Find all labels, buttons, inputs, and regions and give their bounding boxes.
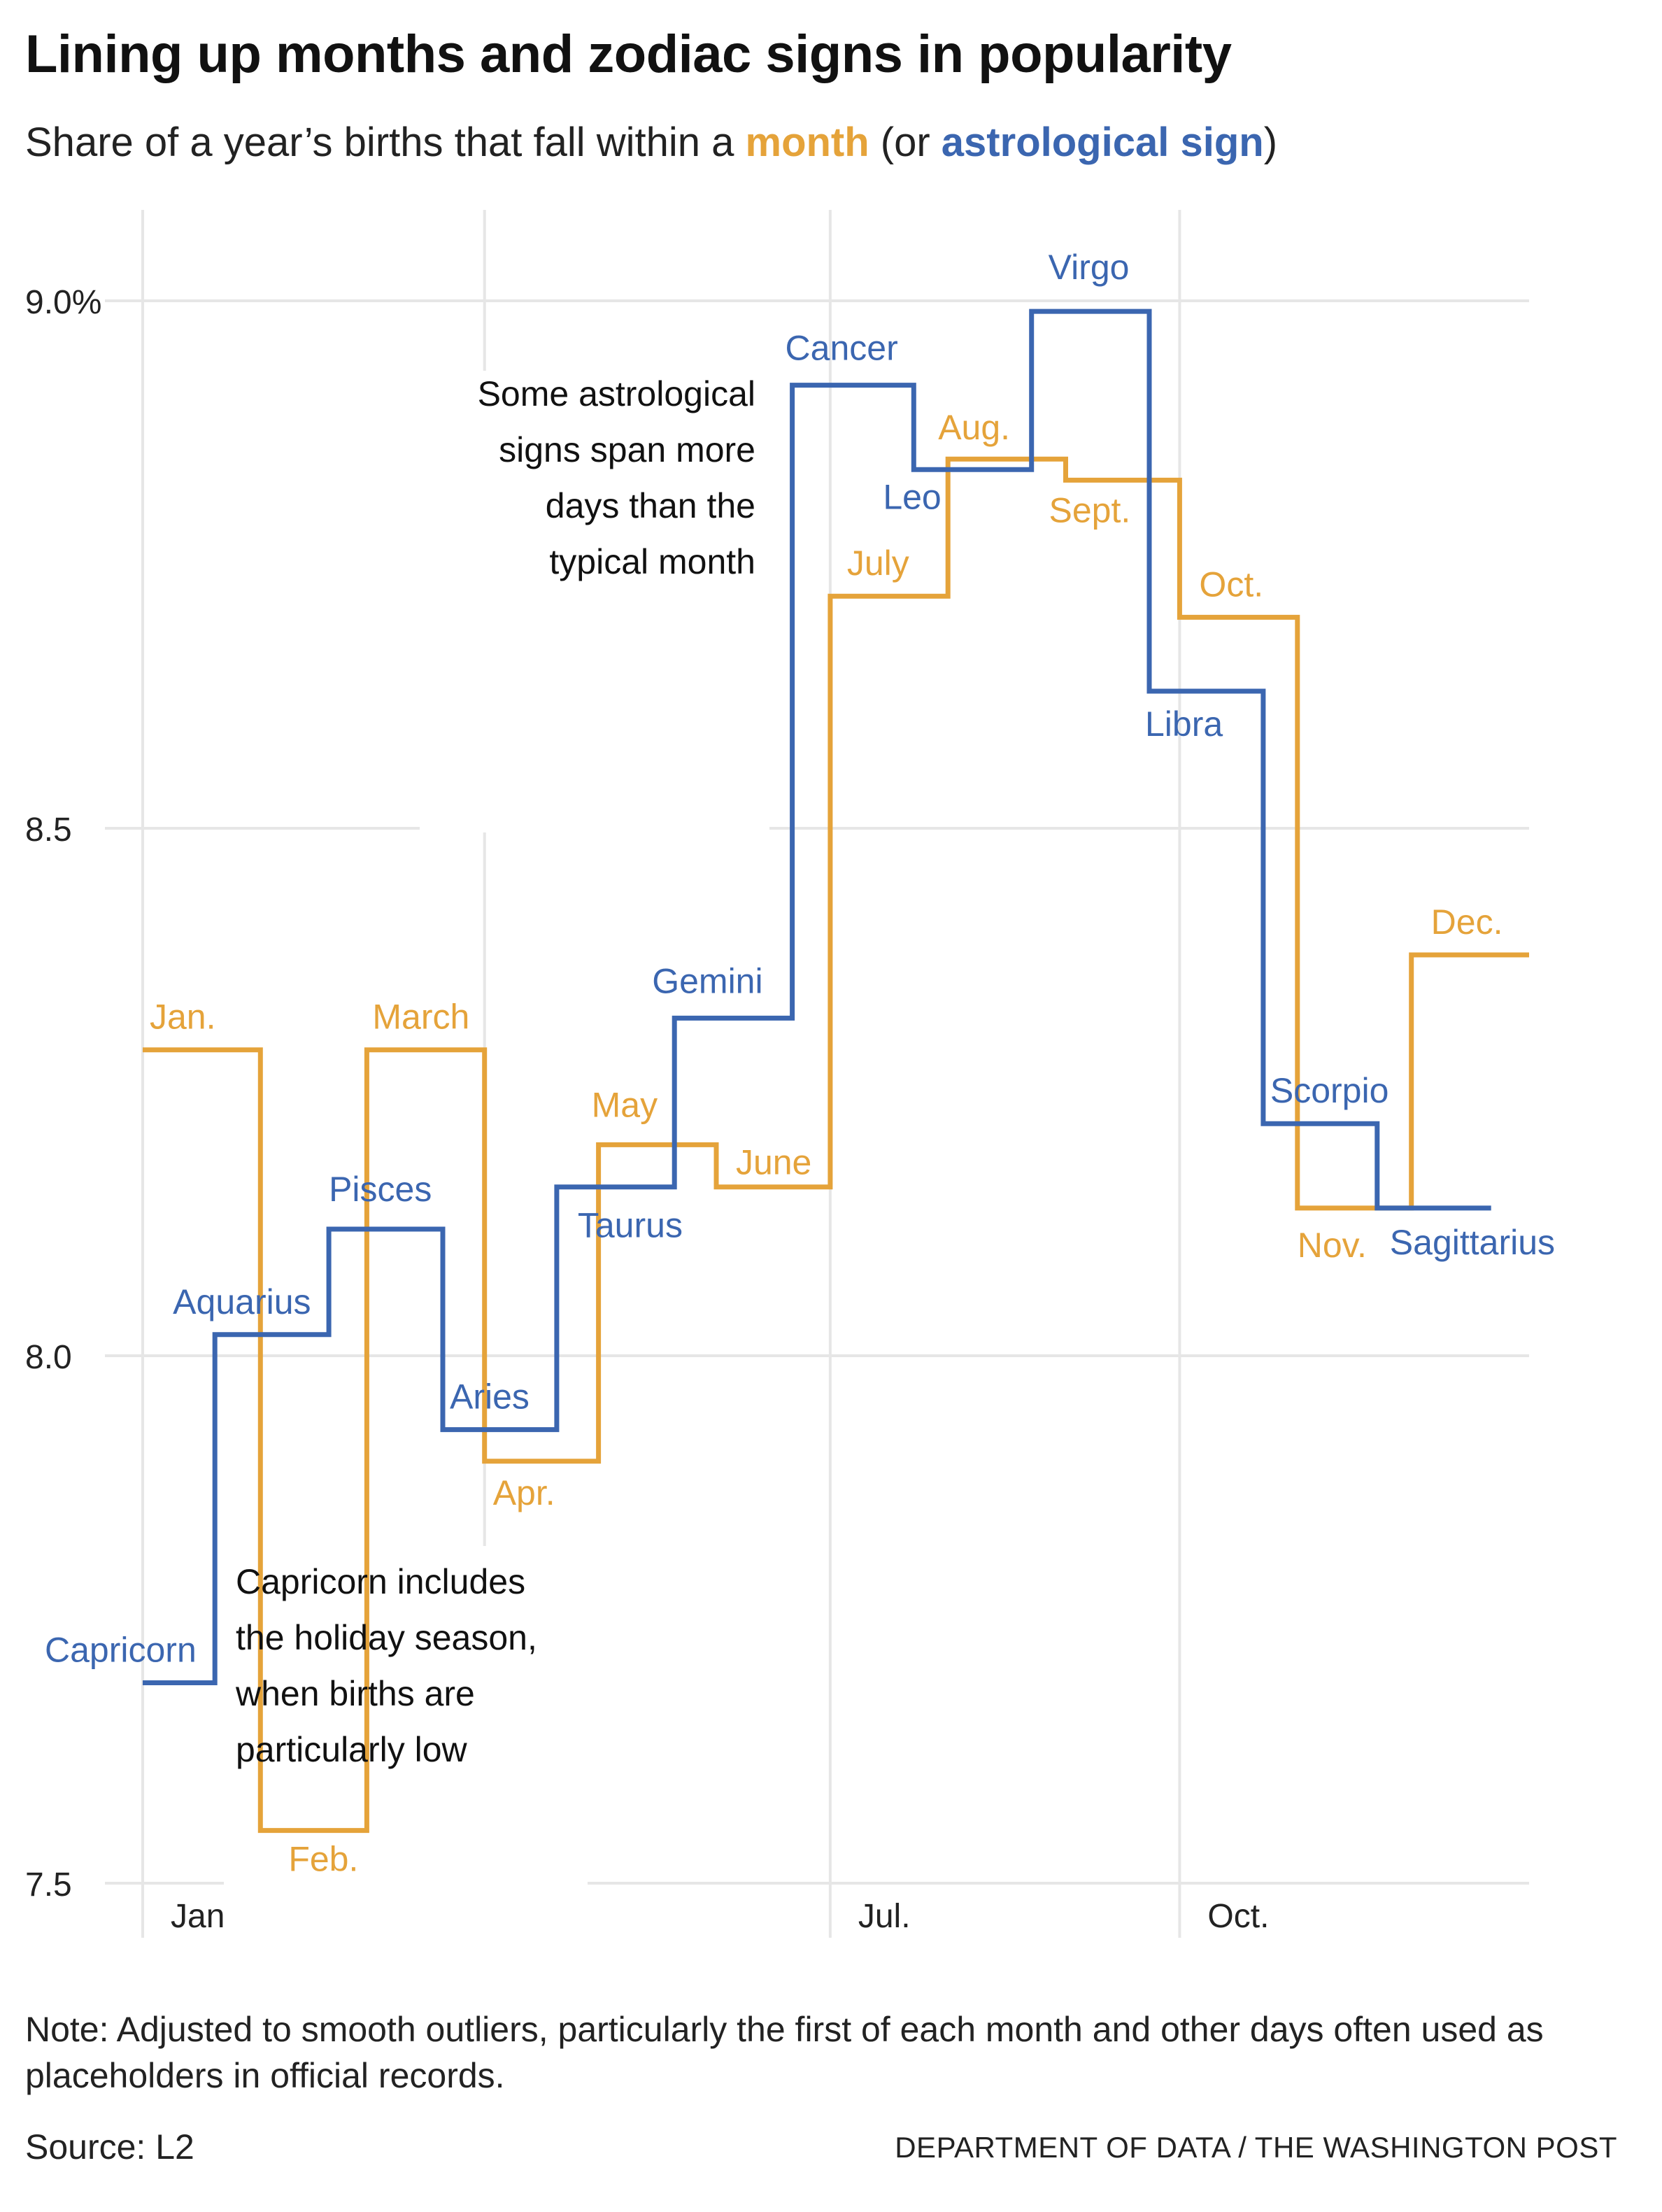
sign-label: Cancer: [786, 329, 898, 368]
sign-label: Sagittarius: [1390, 1223, 1555, 1262]
annotation-line: Some astrological: [478, 374, 755, 413]
month-label: Jan.: [150, 998, 216, 1037]
sign-label: Pisces: [329, 1170, 432, 1209]
y-tick-label: 9.0%: [25, 284, 101, 321]
month-label: Dec.: [1431, 902, 1503, 942]
x-tick-label: Jul.: [858, 1898, 911, 1935]
sign-label: Aquarius: [173, 1282, 311, 1321]
month-label: March: [372, 998, 469, 1037]
annotation-line: particularly low: [236, 1730, 468, 1769]
sign-label: Scorpio: [1270, 1071, 1389, 1110]
annotation-line: the holiday season,: [236, 1618, 537, 1657]
chart-source: Source: L2: [25, 2127, 194, 2167]
sign-label: Gemini: [652, 961, 762, 1000]
month-step-line: [143, 456, 1529, 1834]
month-label: July: [847, 544, 909, 583]
subtitle-middle: (or: [869, 120, 942, 165]
y-tick-label: 8.0: [25, 1339, 72, 1376]
chart-note: Note: Adjusted to smooth outliers, parti…: [25, 2010, 1544, 2095]
month-label: Feb.: [288, 1840, 358, 1879]
sign-label: Aries: [450, 1377, 530, 1417]
chart-credit: DEPARTMENT OF DATA / THE WASHINGTON POST: [895, 2131, 1617, 2164]
step-chart: 9.0% 8.5 8.0 7.5 Jan. Apr. Jul. Oct. Jan. Feb. Mar…: [25, 210, 1555, 1959]
chart-title: Lining up months and zodiac signs in pop…: [25, 24, 1232, 84]
annotation-backdrop: [420, 371, 769, 832]
month-label: Apr.: [493, 1473, 555, 1512]
annotation-line: Capricorn includes: [236, 1562, 525, 1601]
x-tick-label: Oct.: [1207, 1898, 1269, 1935]
annotation-line: days than the: [546, 486, 755, 525]
y-tick-label: 7.5: [25, 1866, 72, 1903]
month-label: June: [736, 1143, 811, 1182]
annotation-line: signs span more: [499, 430, 755, 469]
month-label: Sept.: [1049, 490, 1131, 530]
annotation-line: typical month: [549, 542, 755, 581]
sign-label: Taurus: [578, 1206, 683, 1245]
month-label: Oct.: [1199, 565, 1263, 604]
sign-label: Leo: [883, 477, 941, 516]
chart-subtitle: Share of a year’s births that fall withi…: [25, 119, 1277, 166]
month-label: May: [592, 1085, 658, 1124]
y-tick-label: 8.5: [25, 811, 72, 849]
sign-label: Capricorn: [45, 1630, 197, 1669]
annotation-backdrop: [224, 1546, 588, 1959]
month-label: Aug.: [938, 408, 1010, 447]
sign-label: Libra: [1145, 704, 1223, 744]
month-label: Nov.: [1298, 1226, 1367, 1265]
annotation-line: when births are: [235, 1674, 475, 1713]
subtitle-month-word: month: [745, 120, 869, 165]
subtitle-prefix: Share of a year’s births that fall withi…: [25, 120, 746, 165]
subtitle-suffix: ): [1263, 120, 1278, 165]
x-tick-label: Jan.: [171, 1898, 234, 1935]
subtitle-sign-word: astrological sign: [941, 120, 1264, 165]
sign-label: Virgo: [1049, 248, 1130, 287]
sign-step-line: [143, 309, 1491, 1685]
